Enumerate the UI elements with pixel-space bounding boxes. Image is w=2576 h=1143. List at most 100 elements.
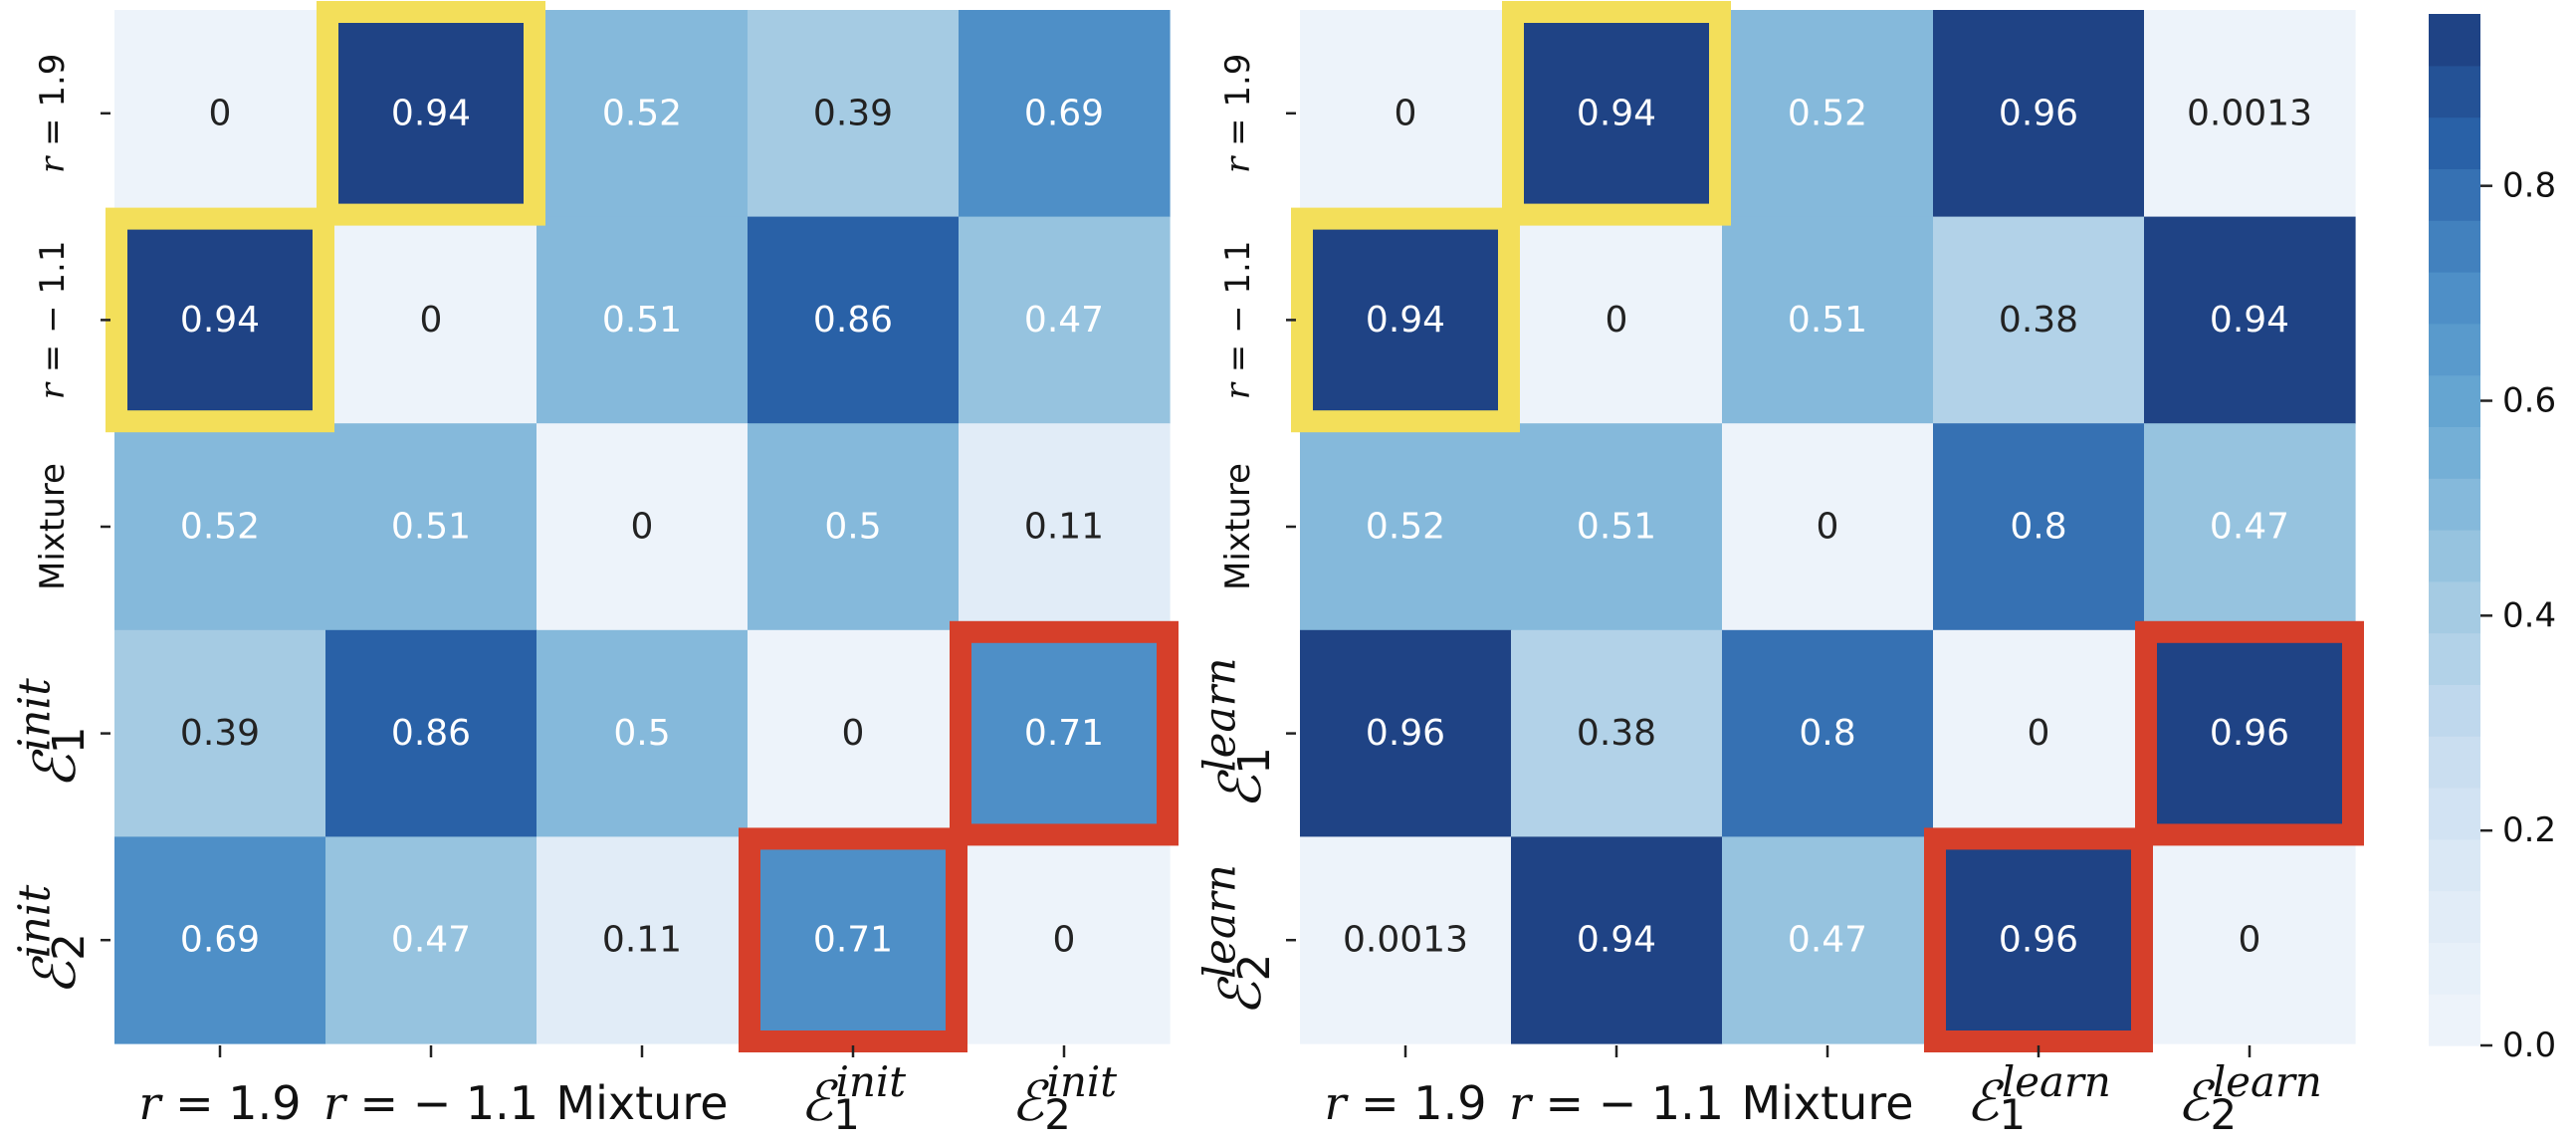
highlight-box — [1502, 1, 1731, 226]
colorbar-band — [2429, 323, 2480, 376]
colorbar-tick-label: 0.0 — [2502, 1026, 2556, 1065]
colorbar-band — [2429, 272, 2480, 325]
heatmap-cell — [1300, 836, 1512, 1044]
heatmap-cell — [1722, 836, 1934, 1044]
cell-value-label: 0.38 — [1577, 713, 1656, 754]
heatmap-cell — [325, 629, 537, 837]
y-tick-label: r = − 1.1 — [1218, 241, 1258, 400]
cell-value-label: 0 — [2239, 920, 2261, 961]
y-tick-label: ℰ2learn — [1194, 864, 1280, 1016]
x-tick-label: ℰ2learn — [2177, 1057, 2322, 1139]
heatmap-cell — [2144, 836, 2356, 1044]
cell-value-label: 0 — [842, 713, 865, 754]
heatmap-cell — [2144, 629, 2356, 837]
cell-value-label: 0.71 — [813, 920, 893, 961]
cell-value-label: 0.69 — [180, 920, 260, 961]
heatmap-learn: 0 0.94 0.52 0.96 0.0013 0.94 0 0.51 0.38 0.94 0.52… — [1194, 1, 2364, 1139]
x-tick-label: r = − 1.1 — [323, 1076, 538, 1130]
cell-value-label: 0.8 — [2010, 507, 2066, 548]
colorbar-band — [2429, 65, 2480, 118]
heatmap-cell — [325, 10, 537, 218]
cell-value-label: 0.96 — [2210, 713, 2289, 754]
colorbar-band — [2429, 580, 2480, 634]
colorbar-band — [2429, 220, 2480, 273]
colorbar-band — [2429, 994, 2480, 1046]
colorbar-band — [2429, 374, 2480, 427]
colorbar-band — [2429, 942, 2480, 995]
heatmap-cell — [1933, 216, 2145, 424]
heatmap-cell — [114, 10, 326, 218]
heatmap-cell — [537, 216, 749, 424]
highlight-box — [1291, 207, 1520, 433]
heatmap-cell — [1511, 216, 1723, 424]
heatmap-cell — [325, 423, 537, 631]
y-tick-label: ℰ1init — [9, 678, 95, 789]
heatmap-cell — [1722, 629, 1934, 837]
colorbar-tick-label: 0.8 — [2502, 166, 2556, 206]
heatmap-cell — [748, 423, 960, 631]
y-tick-label: r = − 1.1 — [33, 241, 73, 400]
heatmap-cell — [114, 216, 326, 424]
cell-value-label: 0.38 — [1999, 300, 2078, 341]
cell-value-label: 0.96 — [1366, 713, 1445, 754]
heatmap-cell — [1511, 629, 1723, 837]
cell-value-label: 0 — [209, 93, 232, 133]
colorbar-tick-label: 0.4 — [2502, 595, 2556, 635]
cell-value-label: 0.39 — [813, 93, 893, 133]
heatmap-cell — [2144, 423, 2356, 631]
cell-value-label: 0.47 — [1788, 920, 1867, 961]
colorbar-band — [2429, 632, 2480, 685]
heatmap-cell — [959, 423, 1171, 631]
heatmap-init: 0 0.94 0.52 0.39 0.69 0.94 0 0.51 0.86 0.47 0.52 0.… — [9, 1, 1179, 1139]
colorbar-band — [2429, 530, 2480, 582]
cell-value-label: 0.51 — [391, 507, 471, 548]
cell-value-label: 0.51 — [1577, 507, 1656, 548]
heatmap-cell — [1722, 10, 1934, 218]
cell-value-label: 0.52 — [1366, 507, 1445, 548]
heatmap-cell — [114, 629, 326, 837]
cell-value-label: 0.52 — [602, 93, 682, 133]
cell-value-label: 0.94 — [1366, 300, 1445, 341]
cell-value-label: 0.96 — [1999, 93, 2078, 133]
y-tick-label: ℰ2init — [9, 884, 95, 995]
cell-value-label: 0 — [420, 300, 443, 341]
y-tick-label: Mixture — [33, 463, 73, 590]
heatmap-cell — [2144, 216, 2356, 424]
cell-value-label: 0.71 — [1024, 713, 1104, 754]
cell-value-label: 0.11 — [1024, 507, 1104, 548]
cell-value-label: 0.51 — [602, 300, 682, 341]
cell-value-label: 0.52 — [1788, 93, 1867, 133]
heatmap-cell — [325, 836, 537, 1044]
heatmap-cell — [1300, 629, 1512, 837]
cell-value-label: 0.51 — [1788, 300, 1867, 341]
cell-value-label: 0 — [1053, 920, 1076, 961]
highlight-box — [739, 827, 967, 1053]
colorbar-band — [2429, 14, 2480, 67]
heatmap-cell — [1511, 423, 1723, 631]
cell-value-label: 0.86 — [813, 300, 893, 341]
y-tick-label: Mixture — [1218, 463, 1258, 590]
cell-value-label: 0.0013 — [2187, 93, 2312, 133]
heatmap-cell — [748, 10, 960, 218]
cell-value-label: 0.39 — [180, 713, 260, 754]
heatmap-cell — [537, 629, 749, 837]
colorbar-tick-label: 0.6 — [2502, 381, 2556, 421]
heatmap-cell — [2144, 10, 2356, 218]
x-tick-label: ℰ2init — [1011, 1057, 1117, 1139]
colorbar-tick-label: 0.2 — [2502, 810, 2556, 850]
heatmap-cell — [959, 629, 1171, 837]
cell-value-label: 0.94 — [1577, 93, 1656, 133]
x-tick-label: r = 1.9 — [139, 1076, 302, 1130]
cell-value-label: 0.0013 — [1343, 920, 1468, 961]
cell-value-label: 0.86 — [391, 713, 471, 754]
cell-value-label: 0.5 — [613, 713, 670, 754]
heatmap-cell — [1933, 836, 2145, 1044]
highlight-box — [950, 620, 1179, 846]
cell-value-label: 0.11 — [602, 920, 682, 961]
cell-value-label: 0 — [1606, 300, 1628, 341]
x-tick-label: ℰ1learn — [1966, 1057, 2111, 1139]
highlight-box — [1924, 827, 2153, 1053]
cell-value-label: 0 — [2028, 713, 2050, 754]
x-tick-label: ℰ1init — [800, 1057, 906, 1139]
